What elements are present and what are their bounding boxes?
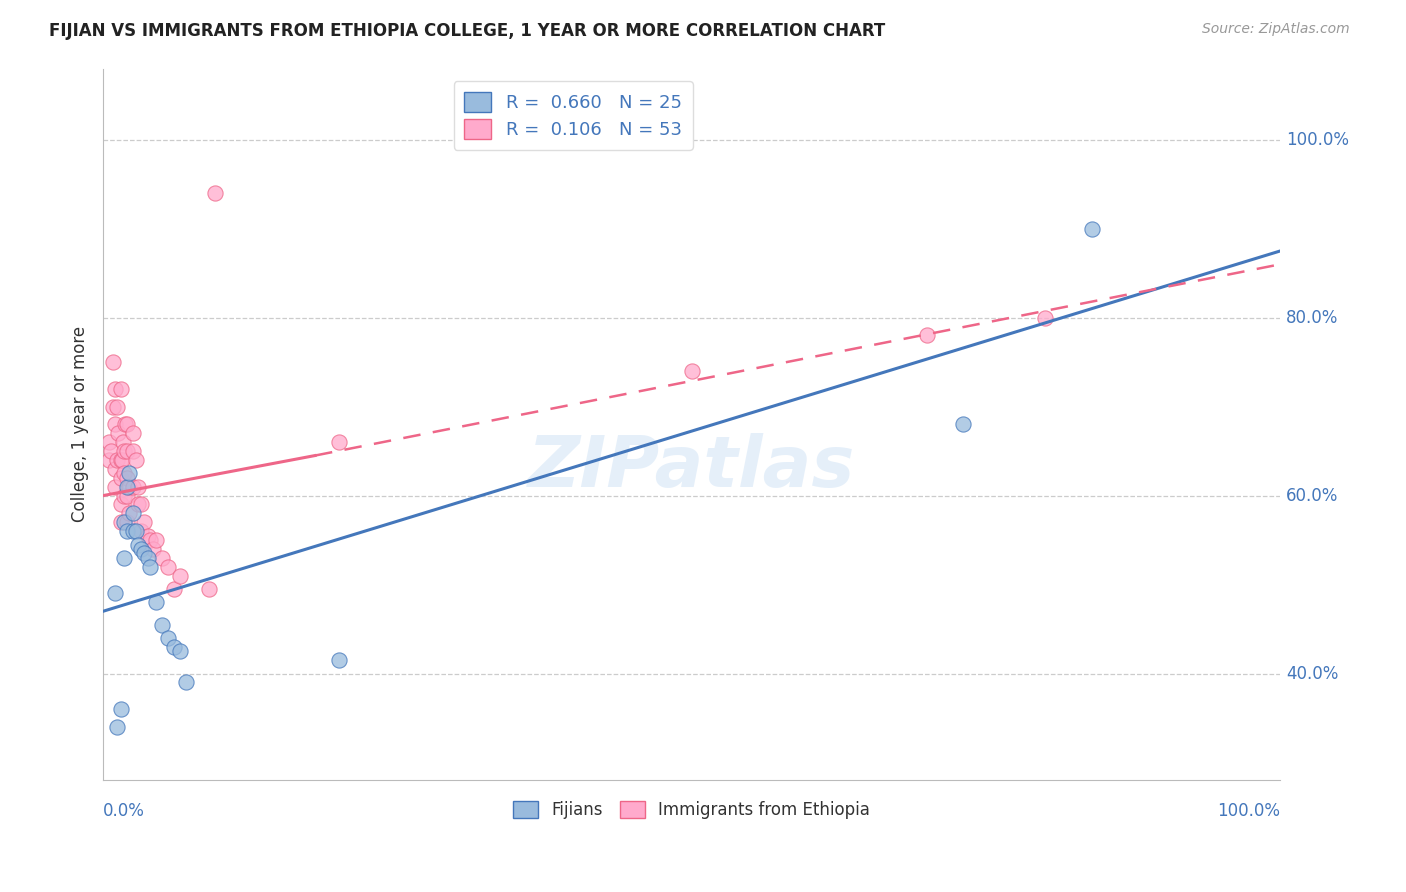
Point xyxy=(134,516,156,530)
Text: Source: ZipAtlas.com: Source: ZipAtlas.com xyxy=(1202,22,1350,37)
Text: ZIPatlas: ZIPatlas xyxy=(529,433,855,501)
Point xyxy=(127,480,149,494)
Point xyxy=(129,541,152,556)
Point xyxy=(104,417,127,432)
Point xyxy=(105,720,128,734)
Point xyxy=(121,480,143,494)
Point xyxy=(150,617,173,632)
Point xyxy=(328,653,350,667)
Point xyxy=(112,516,135,530)
Point xyxy=(110,516,132,530)
Text: 100.0%: 100.0% xyxy=(1218,802,1281,820)
Point xyxy=(1081,221,1104,235)
Point xyxy=(107,426,129,441)
Point xyxy=(115,444,138,458)
Point xyxy=(118,480,141,494)
Point xyxy=(145,595,167,609)
Point xyxy=(129,524,152,538)
Point xyxy=(1033,310,1056,325)
Point xyxy=(112,444,135,458)
Point xyxy=(129,498,152,512)
Point xyxy=(112,467,135,481)
Point xyxy=(104,480,127,494)
Point xyxy=(121,524,143,538)
Point xyxy=(169,568,191,582)
Point xyxy=(101,400,124,414)
Point xyxy=(111,453,134,467)
Point xyxy=(125,453,148,467)
Point xyxy=(100,444,122,458)
Point xyxy=(112,550,135,565)
Point xyxy=(110,471,132,485)
Point xyxy=(150,550,173,565)
Point xyxy=(104,382,127,396)
Point xyxy=(98,435,121,450)
Point xyxy=(134,546,156,560)
Point xyxy=(104,586,127,600)
Point xyxy=(115,489,138,503)
Point xyxy=(136,528,159,542)
Point xyxy=(112,435,135,450)
Point xyxy=(145,533,167,547)
Text: 0.0%: 0.0% xyxy=(103,802,145,820)
Text: FIJIAN VS IMMIGRANTS FROM ETHIOPIA COLLEGE, 1 YEAR OR MORE CORRELATION CHART: FIJIAN VS IMMIGRANTS FROM ETHIOPIA COLLE… xyxy=(49,22,886,40)
Point xyxy=(125,524,148,538)
Point xyxy=(681,364,703,378)
Point xyxy=(156,631,179,645)
Point xyxy=(105,453,128,467)
Point xyxy=(114,417,136,432)
Point xyxy=(110,702,132,716)
Point xyxy=(915,328,938,343)
Point xyxy=(198,582,221,596)
Point xyxy=(110,453,132,467)
Point xyxy=(156,559,179,574)
Point xyxy=(101,355,124,369)
Text: 60.0%: 60.0% xyxy=(1286,487,1339,505)
Point xyxy=(121,444,143,458)
Point xyxy=(115,516,138,530)
Point xyxy=(115,524,138,538)
Point xyxy=(121,507,143,521)
Point xyxy=(127,537,149,551)
Point xyxy=(98,453,121,467)
Point xyxy=(121,426,143,441)
Text: 40.0%: 40.0% xyxy=(1286,665,1339,682)
Point xyxy=(204,186,226,200)
Point xyxy=(163,640,186,654)
Point xyxy=(952,417,974,432)
Y-axis label: College, 1 year or more: College, 1 year or more xyxy=(72,326,89,523)
Point xyxy=(139,533,162,547)
Point xyxy=(105,400,128,414)
Point xyxy=(118,467,141,481)
Point xyxy=(169,644,191,658)
Point xyxy=(136,550,159,565)
Text: 100.0%: 100.0% xyxy=(1286,131,1350,149)
Point xyxy=(118,507,141,521)
Point xyxy=(139,559,162,574)
Point xyxy=(115,417,138,432)
Point xyxy=(110,382,132,396)
Point xyxy=(127,498,149,512)
Point xyxy=(174,675,197,690)
Point xyxy=(104,462,127,476)
Legend: Fijians, Immigrants from Ethiopia: Fijians, Immigrants from Ethiopia xyxy=(506,794,877,825)
Text: 80.0%: 80.0% xyxy=(1286,309,1339,326)
Point xyxy=(142,541,165,556)
Point xyxy=(110,498,132,512)
Point xyxy=(115,471,138,485)
Point xyxy=(112,489,135,503)
Point xyxy=(163,582,186,596)
Point xyxy=(115,480,138,494)
Point xyxy=(328,435,350,450)
